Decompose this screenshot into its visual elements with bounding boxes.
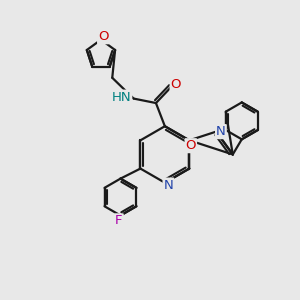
Text: HN: HN	[112, 91, 131, 103]
Text: N: N	[216, 125, 226, 138]
Text: O: O	[98, 30, 109, 43]
Text: O: O	[171, 78, 181, 91]
Text: O: O	[186, 139, 196, 152]
Text: N: N	[164, 178, 173, 192]
Text: F: F	[115, 214, 123, 227]
